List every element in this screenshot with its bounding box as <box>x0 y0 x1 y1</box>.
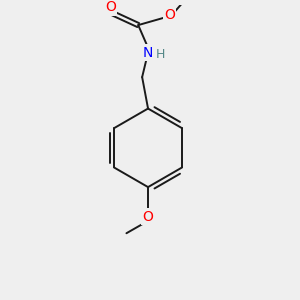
Text: O: O <box>164 8 175 22</box>
Text: O: O <box>105 0 116 14</box>
Text: O: O <box>142 209 154 224</box>
Text: H: H <box>156 48 166 61</box>
Text: N: N <box>143 46 153 60</box>
